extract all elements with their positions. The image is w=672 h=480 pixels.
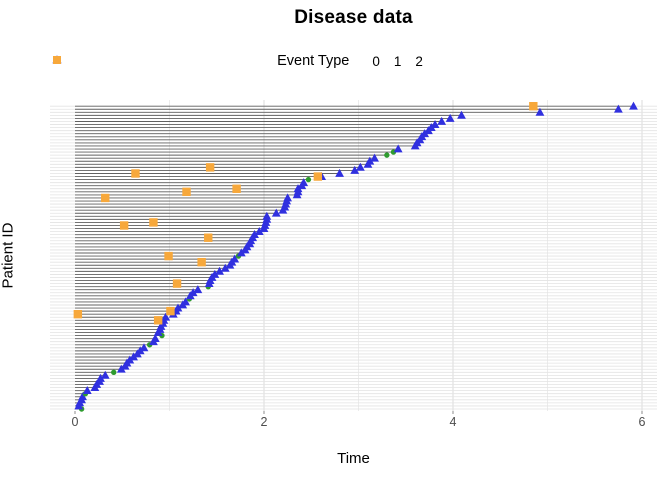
event-marker-square [153,316,163,325]
event-marker-triangle [139,343,149,352]
event-marker-triangle [445,113,455,122]
event-marker-square [313,172,323,181]
event-marker-triangle [173,303,183,312]
event-marker-triangle [100,370,110,379]
legend-item-event-0: 0 [54,53,380,69]
event-marker-triangle [613,104,623,113]
event-marker-triangle [181,297,190,306]
event-marker-triangle [430,119,440,128]
event-marker-triangle [350,165,360,174]
event-marker-triangle [215,266,224,275]
event-marker-square [204,233,213,242]
legend-item-label: 1 [393,53,402,69]
event-marker-triangle [437,116,447,125]
event-marker-triangle [188,288,198,297]
event-marker-square [149,218,158,227]
event-marker-square [529,102,538,111]
event-marker-triangle [283,193,293,202]
event-marker-circle [111,369,117,375]
event-marker-square [166,306,175,316]
legend-item-label: 0 [372,53,380,69]
event-marker-triangle [220,263,230,272]
event-marker-square [205,163,215,172]
event-marker-square [232,184,241,193]
x-tick-label: 0 [71,415,79,429]
event-marker-triangle [457,110,466,119]
event-marker-square [119,221,129,230]
event-type-2-square-icon [53,56,61,64]
event-marker-triangle [355,162,365,171]
event-marker-circle [305,176,312,183]
event-marker-triangle [150,334,160,343]
event-marker-square [172,279,182,288]
y-axis-label: Patient ID [0,222,17,289]
event-marker-triangle [271,208,281,217]
legend-title: Event Type [277,53,350,69]
event-marker-triangle [230,254,240,263]
x-tick-label: 6 [638,415,646,429]
event-marker-triangle [370,153,379,162]
event-marker-triangle [254,227,264,236]
x-tick-label: 4 [449,415,457,429]
legend: Event Type 0 1 2 [50,53,657,69]
event-marker-triangle [193,285,203,294]
event-marker-triangle [535,107,545,116]
event-marker-triangle [250,230,259,239]
x-tick-label: 2 [260,415,268,429]
event-marker-square [131,169,140,178]
event-marker-triangle [78,392,87,401]
event-marker-square [197,257,206,267]
event-marker-triangle [161,312,171,321]
event-marker-square [182,187,191,197]
legend-item-label: 2 [415,53,423,69]
event-marker-square [73,309,83,319]
event-marker-triangle [262,211,272,220]
event-marker-triangle [96,373,105,382]
event-marker-triangle [393,144,403,153]
chart-title: Disease data [294,7,413,28]
event-marker-triangle [365,156,375,165]
event-marker-circle [384,152,390,158]
event-marker-square [164,251,173,261]
event-marker-triangle [299,178,309,187]
legend-item-event-2: 2 [53,53,423,69]
event-marker-triangle [210,269,220,278]
event-marker-triangle [335,168,344,177]
event-marker-triangle [82,386,92,395]
event-marker-square [101,193,110,203]
legend-item-event-1: 1 [52,53,402,69]
event-marker-triangle [629,101,638,110]
x-axis-label: Time [337,450,370,467]
